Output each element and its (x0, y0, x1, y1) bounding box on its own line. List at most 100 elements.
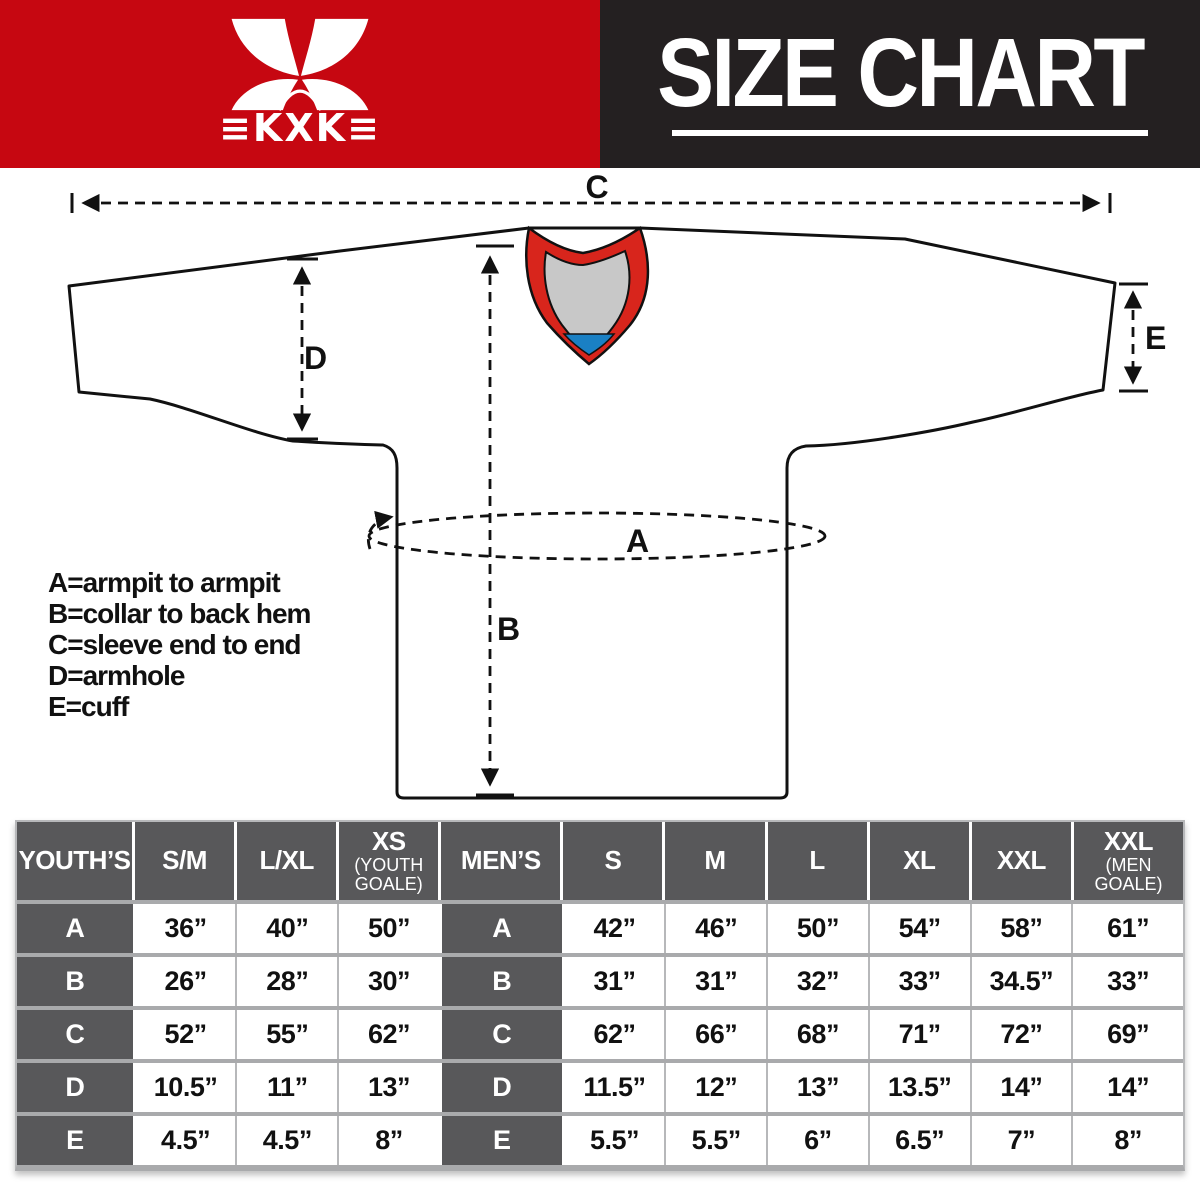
collar-insert (562, 333, 616, 356)
value-cell: 33” (1107, 966, 1150, 996)
value-cell: 61” (1107, 913, 1150, 943)
legend-line-c: C=sleeve end to end (48, 629, 301, 660)
legend-line-b: B=collar to back hem (48, 598, 311, 629)
measure-a-label: A (626, 523, 649, 559)
value-cell: 5.5” (666, 1116, 769, 1165)
row-label-cell: E (17, 1116, 136, 1165)
column-header-cell: L (767, 822, 870, 900)
value-cell: 68” (768, 1010, 870, 1059)
measure-c-label: C (585, 169, 608, 205)
value-cell: 7” (972, 1116, 1074, 1165)
row-label-cell: C (441, 1010, 565, 1059)
table-row: C 52” 55” 62” C 62” 66” 68” 71” 72” 69” (17, 1006, 1183, 1059)
page-title: SIZE CHART (657, 18, 1145, 127)
row-label-cell: A (17, 904, 136, 953)
column-header-cell: XL (869, 822, 972, 900)
measure-e-label: E (1145, 320, 1166, 356)
value-cell: 6” (768, 1116, 870, 1165)
value-cell: 72” (972, 1010, 1074, 1059)
value-cell: 12” (666, 1063, 769, 1112)
column-header-cell: S (563, 822, 666, 900)
table-header-row: YOUTH’S S/M L/XL XS (YOUTH GOALE) MEN’S S M L XL X… (17, 822, 1183, 900)
value-cell: 46” (666, 904, 769, 953)
column-header-cell: M (665, 822, 768, 900)
value-cell: 6.5” (870, 1116, 972, 1165)
table-row: D 10.5” 11” 13” D 11.5” 12” 13” 13.5” 14” 14” (17, 1059, 1183, 1112)
title-panel: SIZE CHART (600, 0, 1200, 168)
legend-line-e: E=cuff (48, 691, 130, 722)
legend-line-a: A=armpit to armpit (48, 567, 280, 598)
value-cell: 58” (972, 904, 1074, 953)
column-header-cell: L/XL (237, 822, 340, 900)
value-cell: 50” (768, 904, 870, 953)
value-cell: 42” (565, 904, 667, 953)
measure-b-label: B (497, 611, 520, 647)
row-label-cell: B (441, 957, 565, 1006)
value-cell: 32” (768, 957, 870, 1006)
value-cell: 62” (565, 1010, 667, 1059)
column-header-cell: MEN’S (441, 822, 564, 900)
value-cell: 10.5” (136, 1063, 238, 1112)
measurement-legend: A=armpit to armpit B=collar to back hem … (48, 567, 312, 722)
value-cell: 36” (136, 904, 238, 953)
value-cell: 5.5” (565, 1116, 667, 1165)
value-cell: 13” (339, 1063, 442, 1112)
column-header-cell: XXL (MEN GOALE) (1073, 822, 1183, 900)
value-cell: 71” (870, 1010, 972, 1059)
row-label-cell: E (441, 1116, 565, 1165)
value-cell: 31” (565, 957, 667, 1006)
value-cell: 13” (768, 1063, 870, 1112)
legend-line-d: D=armhole (48, 660, 185, 691)
size-table: YOUTH’S S/M L/XL XS (YOUTH GOALE) MEN’S S M L XL X… (15, 820, 1185, 1171)
value-cell: 14” (1107, 1072, 1150, 1102)
measure-e-arrow: E (1119, 282, 1166, 393)
measure-d-arrow: D (287, 257, 327, 441)
value-cell: 13.5” (870, 1063, 972, 1112)
value-cell: 26” (136, 957, 238, 1006)
value-cell: 11” (237, 1063, 340, 1112)
value-cell: 62” (339, 1010, 442, 1059)
brand-panel: ≡KXK≡ (0, 0, 600, 168)
collar-inner (543, 249, 631, 356)
value-cell: 66” (666, 1010, 769, 1059)
measure-a-ellipse: A (367, 510, 827, 561)
column-header-cell: S/M (134, 822, 238, 900)
measure-c-arrow: C (70, 169, 1112, 213)
table-row: A 36” 40” 50” A 42” 46” 50” 54” 58” 61” (17, 900, 1183, 953)
measure-b-arrow: B (476, 244, 520, 797)
value-cell: 28” (237, 957, 340, 1006)
value-cell: 4.5” (237, 1116, 340, 1165)
measure-d-label: D (304, 340, 327, 376)
value-cell: 4.5” (136, 1116, 238, 1165)
title-underline (672, 130, 1148, 136)
row-label-cell: B (17, 957, 136, 1006)
value-cell: 31” (666, 957, 769, 1006)
value-cell: 55” (237, 1010, 340, 1059)
column-header-cell: XS (YOUTH GOALE) (339, 822, 442, 900)
row-label-cell: D (441, 1063, 565, 1112)
value-cell: 54” (870, 904, 972, 953)
value-cell: 40” (237, 904, 340, 953)
value-cell: 50” (339, 904, 442, 953)
value-cell: 14” (972, 1063, 1074, 1112)
table-row: E 4.5” 4.5” 8” E 5.5” 5.5” 6” 6.5” 7” 8” (17, 1112, 1183, 1165)
row-label-cell: A (441, 904, 565, 953)
value-cell: 52” (136, 1010, 238, 1059)
value-cell: 30” (339, 957, 442, 1006)
column-header-cell: XXL (971, 822, 1074, 900)
row-label-cell: C (17, 1010, 136, 1059)
value-cell: 11.5” (565, 1063, 667, 1112)
header-banner: ≡KXK≡ SIZE CHART (0, 0, 1200, 168)
value-cell: 69” (1107, 1019, 1150, 1049)
table-row: B 26” 28” 30” B 31” 31” 32” 33” 34.5” 33” (17, 953, 1183, 1006)
column-header-cell: YOUTH’S (17, 822, 135, 900)
kxk-logo-icon (231, 18, 369, 111)
brand-text: ≡KXK≡ (219, 106, 381, 150)
value-cell: 8” (1114, 1125, 1142, 1155)
value-cell: 34.5” (972, 957, 1074, 1006)
row-label-cell: D (17, 1063, 136, 1112)
value-cell: 8” (339, 1116, 442, 1165)
value-cell: 33” (870, 957, 972, 1006)
